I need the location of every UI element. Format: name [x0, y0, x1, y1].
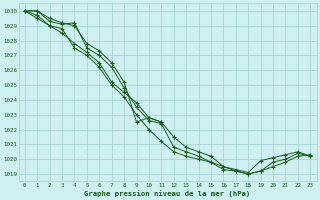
X-axis label: Graphe pression niveau de la mer (hPa): Graphe pression niveau de la mer (hPa)	[84, 190, 251, 197]
